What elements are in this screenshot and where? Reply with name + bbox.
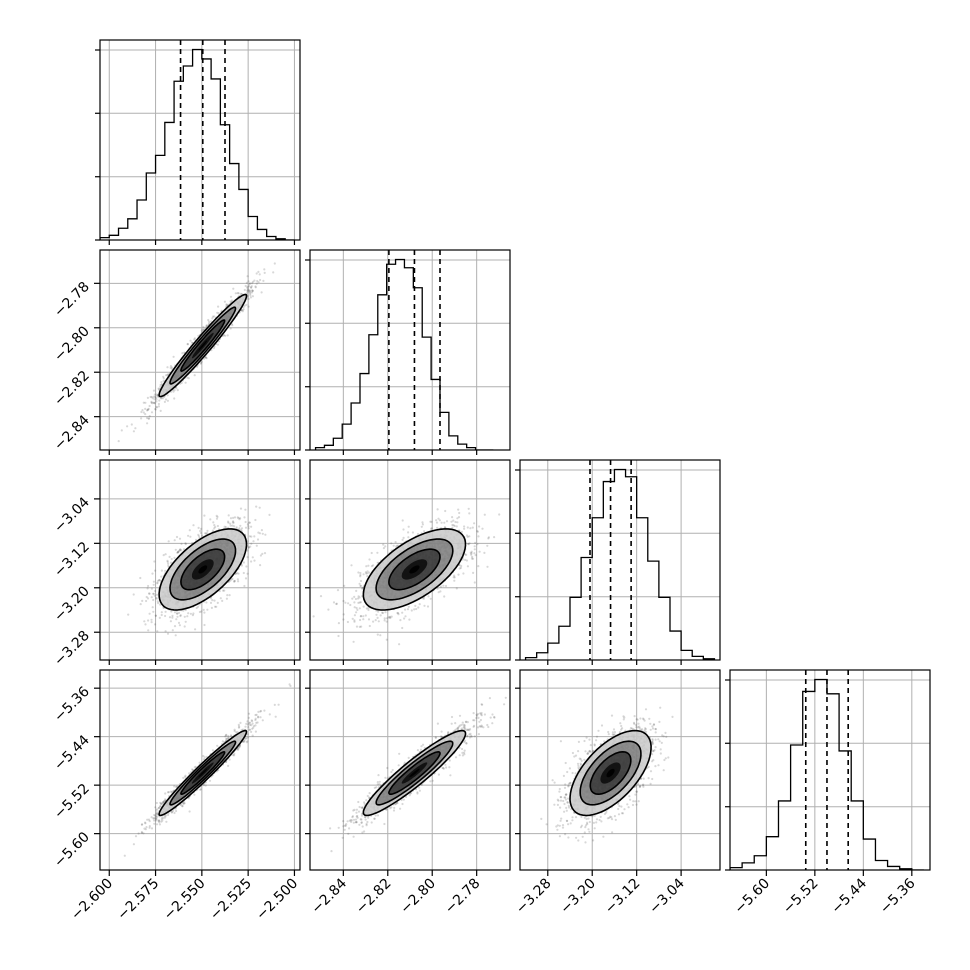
panel-1-1 — [305, 249, 511, 455]
xtick-label-0-3: −2.525 — [207, 876, 255, 924]
density-3-1 — [362, 729, 467, 817]
panel-3-2: −3.28 −3.20 −3.12 −3.04 — [513, 669, 721, 918]
density-peak-2-1 — [409, 565, 420, 574]
ytick-label-1-1: −2.82 — [51, 368, 93, 410]
ytick-label-1-3: −2.78 — [51, 279, 93, 321]
density-1-0 — [158, 293, 248, 398]
ytick-label-1-0: −2.84 — [51, 412, 93, 454]
ytick-label-2-1: −3.20 — [51, 583, 93, 625]
density-2-1 — [362, 528, 467, 611]
ytick-label-3-2: −5.44 — [51, 732, 93, 774]
xtick-label-0-2: −2.550 — [161, 876, 209, 924]
xtick-label-1-3: −2.78 — [442, 876, 484, 918]
density-peak-3-1 — [409, 768, 420, 778]
axes-frame-3-3 — [729, 669, 931, 871]
density-2-0 — [158, 528, 248, 611]
density-3-0 — [158, 729, 248, 817]
xtick-label-1-0: −2.84 — [309, 875, 351, 917]
ytick-label-2-0: −3.28 — [51, 628, 93, 670]
panel-3-1: −2.84 −2.82 −2.80 −2.78 — [305, 669, 511, 918]
ytick-label-3-0: −5.60 — [51, 829, 93, 871]
axes-frame-1-1 — [309, 249, 511, 451]
panel-3-0: −2.600−2.575−2.550−2.525−2.500 −5.60 −5.52… — [51, 669, 301, 924]
histogram-2 — [524, 468, 716, 660]
xtick-label-3-1: −5.52 — [780, 876, 822, 918]
xtick-label-0-4: −2.500 — [253, 876, 301, 924]
axes-frame-3-1 — [309, 669, 511, 871]
ytick-label-3-1: −5.52 — [51, 781, 93, 823]
histogram-0 — [100, 48, 295, 240]
panel-2-1 — [305, 459, 511, 665]
axes-frame-2-2 — [519, 459, 721, 661]
xtick-label-3-3: −5.36 — [877, 875, 919, 917]
panel-3-3: −5.60 −5.52 −5.44 −5.36 — [725, 669, 931, 918]
histogram-1 — [314, 258, 494, 450]
xtick-label-3-0: −5.60 — [732, 876, 774, 918]
xtick-label-0-1: −2.575 — [114, 876, 162, 924]
panel-2-0: −3.28−3.20−3.12−3.04 — [51, 459, 301, 670]
axes-frame-1-0 — [99, 249, 301, 451]
xtick-label-2-1: −3.20 — [557, 876, 599, 918]
ytick-label-2-3: −3.04 — [51, 494, 93, 536]
xtick-label-2-2: −3.12 — [602, 876, 644, 918]
xtick-label-1-2: −2.80 — [397, 876, 439, 918]
axes-frame-0-0 — [99, 39, 301, 241]
xtick-label-2-3: −3.04 — [646, 875, 688, 917]
density-peak-3-2 — [606, 768, 615, 778]
ytick-label-1-2: −2.80 — [51, 323, 93, 365]
axes-frame-3-0 — [99, 669, 301, 871]
xtick-label-1-1: −2.82 — [353, 876, 395, 918]
ytick-label-2-2: −3.12 — [51, 539, 93, 581]
density-3-2 — [569, 729, 652, 817]
ytick-label-3-3: −5.36 — [51, 684, 93, 726]
density-peak-2-0 — [198, 565, 208, 574]
panel-1-0: −2.84−2.82−2.80−2.78 — [51, 249, 301, 455]
xtick-label-2-0: −3.28 — [513, 876, 555, 918]
panel-0-0 — [95, 39, 301, 245]
xtick-label-3-2: −5.44 — [829, 875, 871, 917]
density-peak-3-0 — [198, 768, 208, 778]
axes-frame-2-0 — [99, 459, 301, 661]
axes-frame-2-1 — [309, 459, 511, 661]
xtick-label-0-0: −2.600 — [68, 876, 116, 924]
density-peak-1-0 — [198, 340, 208, 351]
panel-2-2 — [515, 459, 721, 665]
axes-frame-3-2 — [519, 669, 721, 871]
